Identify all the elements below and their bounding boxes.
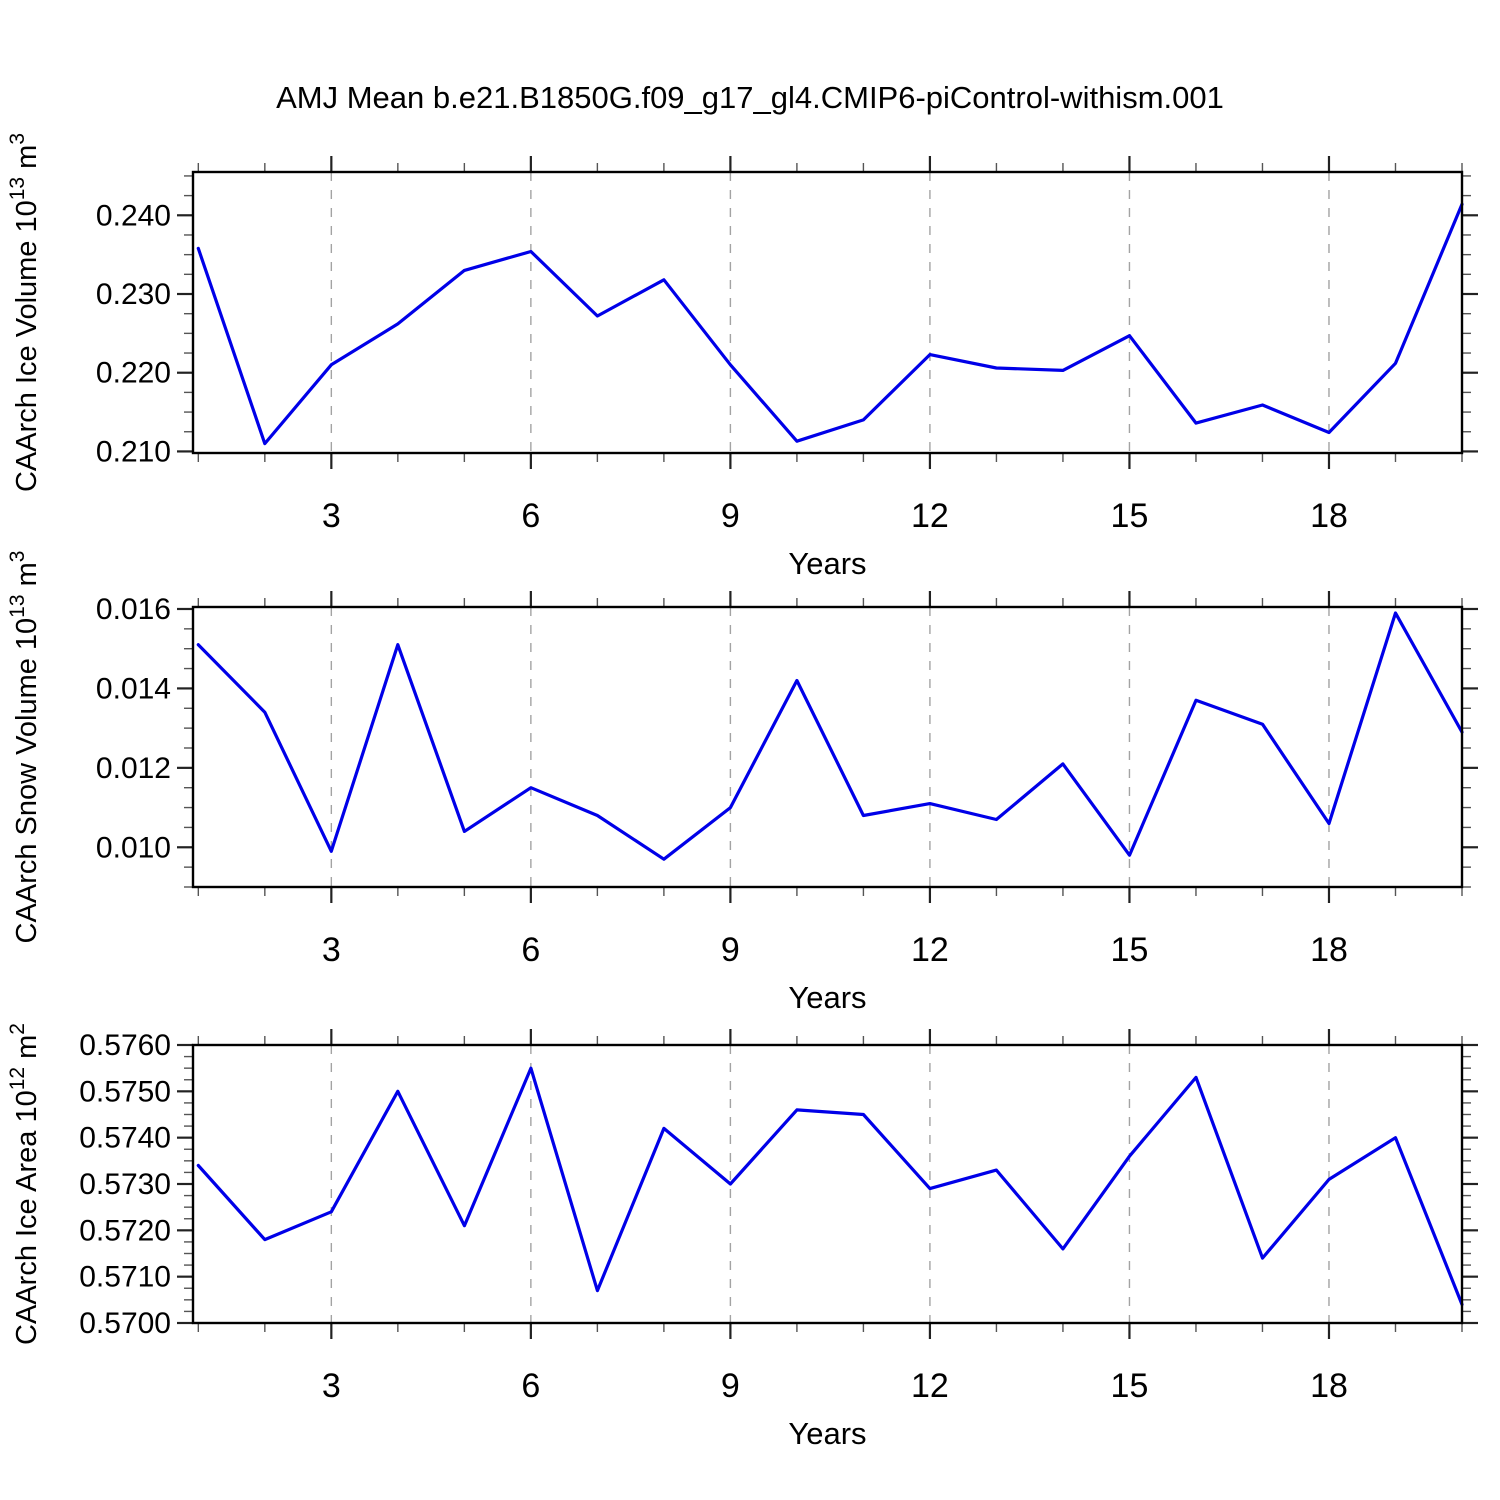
x-tick-label: 3 bbox=[322, 497, 341, 535]
panel-3: 3 6 9 12 15 18 0.5700 0.5710 0.5720 0.5730 0.5740 0… bbox=[6, 1023, 1478, 1451]
x-axis-title: Years bbox=[788, 546, 866, 581]
x-tick-label: 18 bbox=[1310, 931, 1348, 969]
y-tick-label: 0.012 bbox=[96, 752, 171, 785]
x-tick-label: 9 bbox=[721, 1367, 740, 1405]
x-axis-title: Years bbox=[788, 1416, 866, 1451]
y-tick-label: 0.5740 bbox=[79, 1122, 171, 1155]
x-tick-label: 15 bbox=[1111, 1367, 1149, 1405]
y-tick-label: 0.010 bbox=[96, 831, 171, 864]
y-tick-label: 0.5700 bbox=[79, 1307, 171, 1340]
data-line bbox=[196, 202, 1464, 446]
x-tick-label: 3 bbox=[322, 931, 341, 969]
y-tick-label: 0.5720 bbox=[79, 1214, 171, 1247]
y-tick-label: 0.230 bbox=[96, 278, 171, 311]
data-line bbox=[196, 1066, 1464, 1307]
plot-frame bbox=[191, 1043, 1464, 1325]
x-tick-label: 3 bbox=[322, 1367, 341, 1405]
x-tick-label: 12 bbox=[911, 1367, 949, 1405]
y-tick-label: 0.220 bbox=[96, 357, 171, 390]
y-tick-label: 0.240 bbox=[96, 199, 171, 232]
x-tick-label: 6 bbox=[521, 1367, 540, 1405]
panel-1: 3 6 9 12 15 18 0.210 0.220 0.230 0.240 Years CAArch… bbox=[6, 133, 1478, 581]
plot-frame bbox=[191, 170, 1464, 455]
x-tick-label: 9 bbox=[721, 931, 740, 969]
x-tick-label: 12 bbox=[911, 931, 949, 969]
y-axis-title: CAArch Ice Volume 1013 m3 bbox=[6, 133, 43, 492]
x-axis-title: Years bbox=[788, 980, 866, 1015]
data-line bbox=[196, 611, 1464, 861]
y-axis-title: CAArch Snow Volume 1013 m3 bbox=[6, 551, 43, 944]
x-tick-label: 15 bbox=[1111, 497, 1149, 535]
plot-frame bbox=[191, 605, 1464, 889]
x-tick-label: 6 bbox=[521, 931, 540, 969]
x-tick-label: 6 bbox=[521, 497, 540, 535]
y-tick-label: 0.5750 bbox=[79, 1075, 171, 1108]
panel-2: 3 6 9 12 15 18 0.010 0.012 0.014 0.016 Years CAArch… bbox=[6, 551, 1478, 1015]
x-tick-label: 9 bbox=[721, 497, 740, 535]
chart-title: AMJ Mean b.e21.B1850G.f09_g17_gl4.CMIP6-… bbox=[276, 80, 1224, 115]
y-tick-label: 0.5760 bbox=[79, 1029, 171, 1062]
y-tick-label: 0.5710 bbox=[79, 1261, 171, 1294]
x-tick-label: 18 bbox=[1310, 497, 1348, 535]
y-tick-label: 0.014 bbox=[96, 672, 171, 705]
x-tick-label: 15 bbox=[1111, 931, 1149, 969]
y-tick-label: 0.210 bbox=[96, 435, 171, 468]
y-tick-label: 0.5730 bbox=[79, 1168, 171, 1201]
x-tick-label: 12 bbox=[911, 497, 949, 535]
y-tick-label: 0.016 bbox=[96, 593, 171, 626]
y-axis-title: CAArch Ice Area 1012 m2 bbox=[6, 1023, 43, 1345]
x-tick-label: 18 bbox=[1310, 1367, 1348, 1405]
